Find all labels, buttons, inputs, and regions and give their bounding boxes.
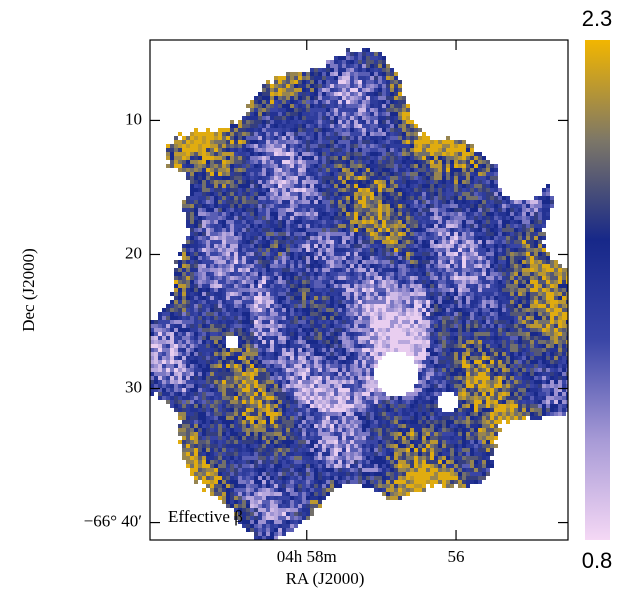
annotation: Effective β <box>168 507 243 526</box>
map-pixels <box>158 56 568 532</box>
y-tick-label: 20 <box>125 243 142 262</box>
x-axis-label: RA (J2000) <box>286 569 365 588</box>
plot-frame <box>149 39 569 541</box>
x-tick-label: 56 <box>448 547 465 566</box>
map-image <box>150 48 568 540</box>
map-pixels <box>166 64 568 516</box>
x-tick-label: 04h 58m <box>277 547 337 566</box>
y-tick-label: −66° 40′ <box>84 511 142 530</box>
map-pixels <box>166 52 568 520</box>
y-tick-label: 30 <box>125 377 142 396</box>
colorbar-tick-label: 2.3 <box>582 6 613 31</box>
colorbar-tick-label: 0.8 <box>582 548 613 573</box>
map-pixels <box>150 52 568 540</box>
colorbar <box>585 40 610 540</box>
y-axis-label: Dec (J2000) <box>19 248 38 332</box>
y-tick-label: 10 <box>125 109 142 128</box>
map-pixels <box>150 48 568 536</box>
